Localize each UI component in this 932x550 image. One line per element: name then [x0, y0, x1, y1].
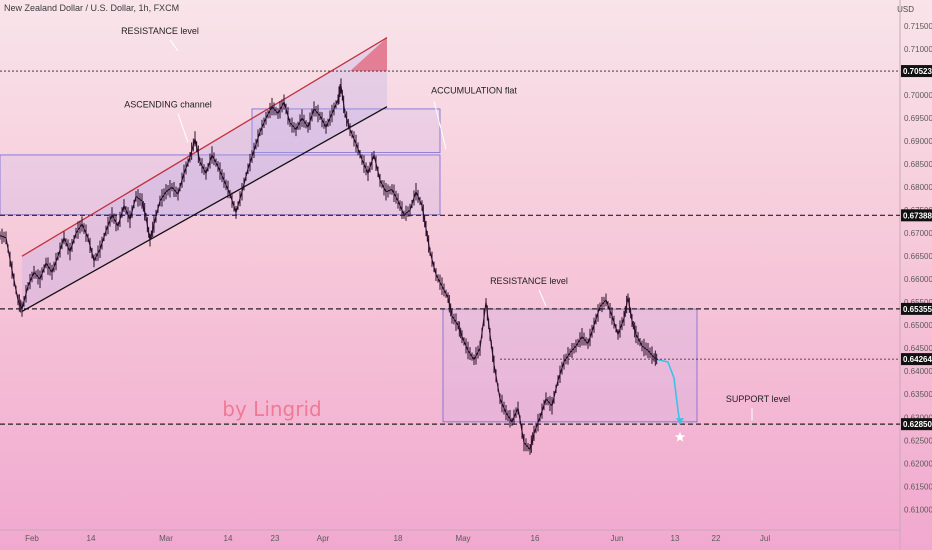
- y-tick-label: 0.71000: [904, 45, 932, 54]
- channel-lower-line: [21, 106, 388, 312]
- y-tick-label: 0.70000: [904, 91, 932, 100]
- y-tick-label: 0.65500: [904, 298, 932, 307]
- annotation-label-1: ASCENDING channel: [124, 100, 212, 110]
- x-tick-label: 14: [224, 534, 233, 543]
- annotation-label-4: SUPPORT level: [726, 394, 790, 404]
- annotation-arrow-3: [538, 289, 547, 307]
- x-tick-label: 14: [87, 534, 96, 543]
- price-line: [0, 85, 659, 451]
- annotation-label-2: ACCUMULATION flat: [431, 85, 517, 95]
- annotation-label-0: RESISTANCE level: [121, 26, 199, 36]
- y-tick-label: 0.61000: [904, 505, 932, 514]
- y-tick-label: 0.67000: [904, 229, 932, 238]
- annotation-label-3: RESISTANCE level: [490, 276, 568, 286]
- price-tag-0: 0.70523: [903, 67, 932, 76]
- y-tick-label: 0.63500: [904, 390, 932, 399]
- x-tick-label: 23: [271, 534, 280, 543]
- y-tick-label: 0.69500: [904, 114, 932, 123]
- x-tick-label: Mar: [159, 534, 173, 543]
- x-tick-label: 22: [712, 534, 721, 543]
- zone-box-2: [442, 308, 698, 423]
- x-tick-label: 16: [531, 534, 540, 543]
- annotation-arrow-2: [433, 101, 447, 150]
- price-tag-2: 0.65355: [903, 305, 932, 314]
- y-tick-label: 0.69000: [904, 137, 932, 146]
- annotation-arrow-0: [169, 39, 179, 52]
- projection-line: [657, 358, 681, 425]
- price-tag-4: 0.62850: [903, 420, 932, 429]
- y-tick-label: 0.65000: [904, 321, 932, 330]
- y-tick-label: 0.68500: [904, 160, 932, 169]
- y-tick-label: 0.71500: [904, 22, 932, 31]
- x-tick-label: Feb: [25, 534, 39, 543]
- price-tag-bg-3: [901, 353, 932, 366]
- price-tag-bg-1: [901, 209, 932, 222]
- y-tick-label: 0.66500: [904, 252, 932, 261]
- x-tick-label: Apr: [317, 534, 330, 543]
- currency-label: USD: [897, 5, 914, 14]
- price-tag-3: 0.64264: [903, 355, 932, 364]
- x-tick-label: Jul: [760, 534, 770, 543]
- y-tick-label: 0.68000: [904, 183, 932, 192]
- channel-upper-line: [21, 37, 388, 257]
- price-tag-bg-4: [901, 418, 932, 431]
- target-star-icon: [674, 431, 686, 442]
- watermark: by Lingrid: [222, 397, 321, 421]
- x-tick-label: 13: [671, 534, 680, 543]
- y-tick-label: 0.62000: [904, 459, 932, 468]
- x-tick-label: 18: [394, 534, 403, 543]
- y-tick-label: 0.63000: [904, 413, 932, 422]
- x-tick-label: May: [455, 534, 470, 543]
- price-tag-1: 0.67388: [903, 211, 932, 220]
- chart-title: New Zealand Dollar / U.S. Dollar, 1h, FX…: [4, 3, 180, 13]
- y-tick-label: 0.64000: [904, 367, 932, 376]
- annotation-arrow-1: [177, 113, 189, 143]
- price-tag-bg-2: [901, 302, 932, 315]
- y-tick-label: 0.66000: [904, 275, 932, 284]
- price-tag-bg-0: [901, 65, 932, 78]
- projection-arrow: [676, 418, 684, 425]
- y-tick-label: 0.61500: [904, 482, 932, 491]
- x-tick-label: Jun: [611, 534, 624, 543]
- y-tick-label: 0.64500: [904, 344, 932, 353]
- channel-breakout-triangle: [350, 37, 387, 72]
- y-tick-label: 0.62500: [904, 436, 932, 445]
